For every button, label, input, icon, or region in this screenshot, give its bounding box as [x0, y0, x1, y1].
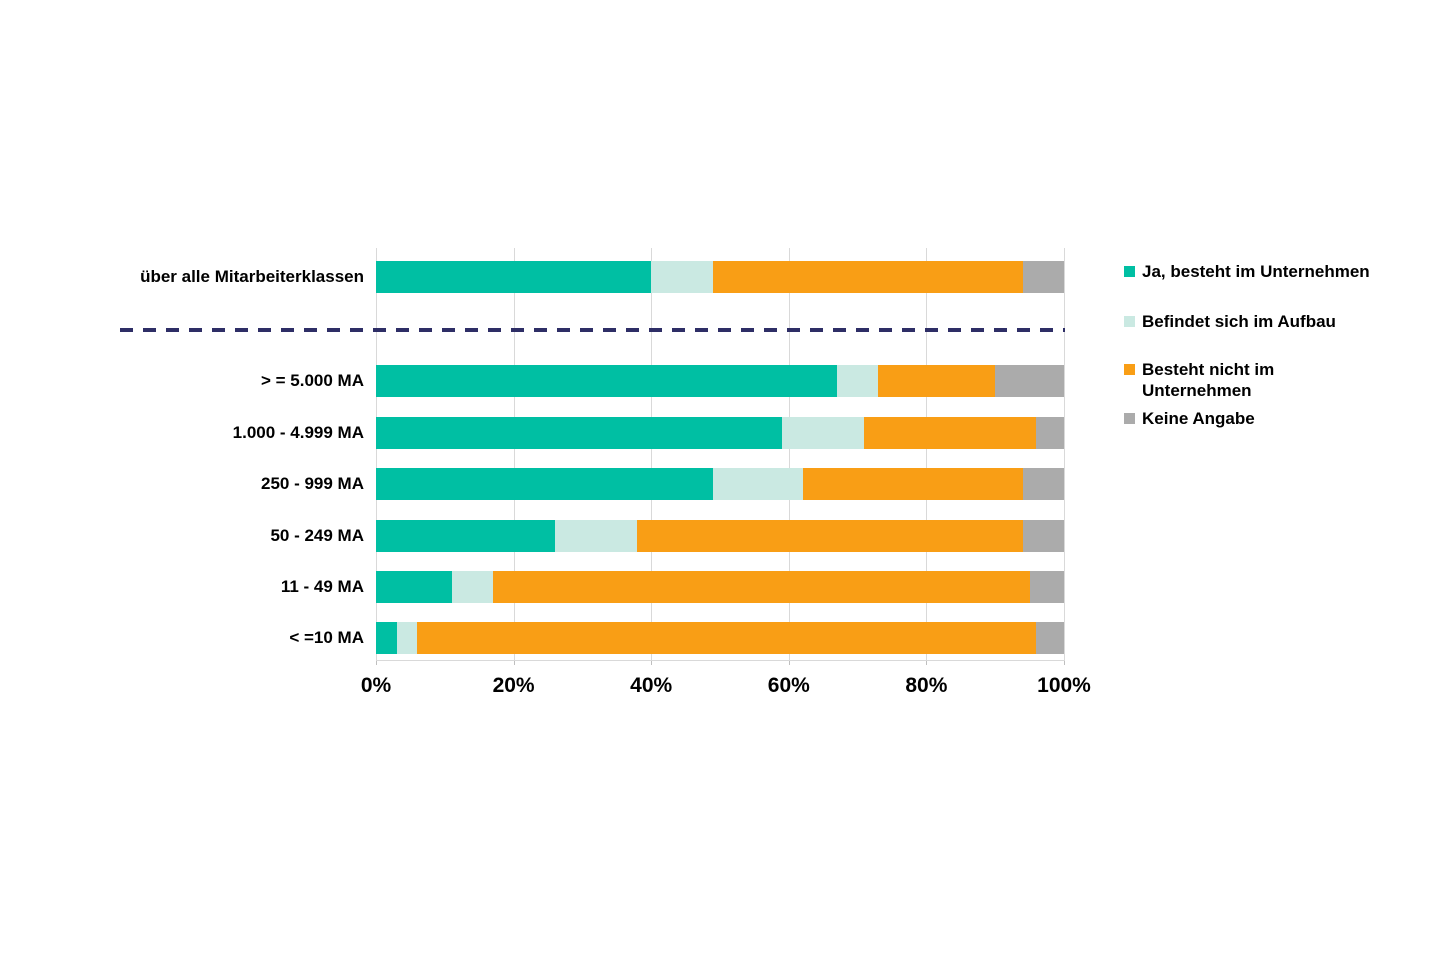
- x-axis-tick-label: 80%: [905, 674, 948, 697]
- axis-tick: [926, 660, 928, 665]
- bar-segment-2: [451, 571, 493, 603]
- bar-segment-1: [376, 261, 652, 293]
- bar-segment-2: [836, 365, 879, 397]
- legend-label: Ja, besteht im Unternehmen: [1142, 262, 1370, 281]
- legend-item: Befindet sich im Aufbau: [1124, 311, 1414, 332]
- bar-segment-1: [376, 468, 714, 500]
- legend-swatch-icon: [1124, 316, 1135, 327]
- category-label: 11 - 49 MA: [280, 577, 364, 596]
- bar-row: [376, 365, 1064, 397]
- bar-segment-4: [995, 365, 1064, 397]
- bar-segment-1: [376, 417, 782, 449]
- bar-segment-2: [781, 417, 865, 449]
- bar-segment-2: [713, 468, 803, 500]
- bar-segment-2: [651, 261, 714, 293]
- axis-tick: [376, 660, 377, 665]
- gridline: [788, 248, 790, 660]
- gridline: [1064, 248, 1065, 660]
- x-axis-tick-label: 0%: [360, 674, 392, 697]
- axis-tick: [651, 660, 653, 665]
- axis-tick: [513, 660, 515, 665]
- bar-segment-1: [376, 622, 397, 654]
- legend-label: Keine Angabe: [1142, 409, 1255, 428]
- x-axis-line: [376, 660, 1065, 661]
- axis-tick: [788, 660, 790, 665]
- bar-segment-4: [1022, 520, 1064, 552]
- bar-segment-3: [417, 622, 1037, 654]
- axis-tick: [1064, 660, 1065, 665]
- gridline: [513, 248, 515, 660]
- x-axis-tick-label: 100%: [1037, 674, 1091, 697]
- bar-row: [376, 571, 1064, 603]
- bar-row: [376, 417, 1064, 449]
- gridline: [926, 248, 928, 660]
- legend: Ja, besteht im Unternehmen Befindet sich …: [1124, 261, 1414, 429]
- bar-segment-1: [376, 520, 555, 552]
- category-label: 1.000 - 4.999 MA: [232, 423, 364, 442]
- gridline: [651, 248, 653, 660]
- bar-segment-3: [864, 417, 1037, 449]
- bar-segment-3: [802, 468, 1023, 500]
- category-label: über alle Mitarbeiterklassen: [140, 267, 364, 286]
- category-label: < =10 MA: [289, 628, 364, 647]
- bar-segment-3: [637, 520, 1023, 552]
- legend-swatch-icon: [1124, 413, 1135, 424]
- legend-swatch-icon: [1124, 364, 1135, 375]
- bar-segment-3: [878, 365, 996, 397]
- bar-segment-3: [713, 261, 1023, 293]
- legend-item: Ja, besteht im Unternehmen: [1124, 261, 1414, 282]
- x-axis-tick-label: 60%: [767, 674, 810, 697]
- separator-dashed-line: [120, 328, 1065, 332]
- bar-row: [376, 520, 1064, 552]
- legend-label: Besteht nicht im Unternehmen: [1142, 360, 1275, 400]
- bar-segment-3: [492, 571, 1030, 603]
- bar-row: [376, 261, 1064, 293]
- bar-segment-1: [376, 365, 837, 397]
- bar-segment-1: [376, 571, 452, 603]
- bar-segment-4: [1022, 261, 1064, 293]
- bar-segment-4: [1036, 417, 1064, 449]
- legend-item: Besteht nicht im Unternehmen: [1124, 359, 1414, 401]
- legend-item: Keine Angabe: [1124, 408, 1414, 429]
- bar-segment-2: [554, 520, 638, 552]
- x-axis-tick-label: 20%: [492, 674, 535, 697]
- category-label: 250 - 999 MA: [261, 474, 364, 493]
- category-label: > = 5.000 MA: [260, 371, 364, 390]
- legend-label: Befindet sich im Aufbau: [1142, 312, 1336, 331]
- bar-row: [376, 622, 1064, 654]
- bar-segment-2: [396, 622, 418, 654]
- category-label: 50 - 249 MA: [270, 526, 364, 545]
- gridline: [376, 248, 377, 660]
- bar-row: [376, 468, 1064, 500]
- x-axis-tick-label: 40%: [630, 674, 673, 697]
- bar-segment-4: [1036, 622, 1064, 654]
- bar-segment-4: [1029, 571, 1064, 603]
- legend-swatch-icon: [1124, 266, 1135, 277]
- bar-segment-4: [1022, 468, 1064, 500]
